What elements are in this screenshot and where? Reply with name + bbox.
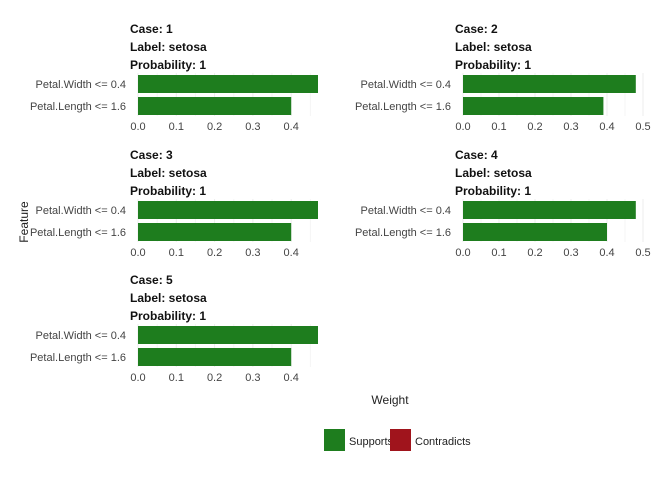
category-label: Petal.Length <= 1.6 <box>355 101 451 113</box>
x-tick-label: 0.2 <box>527 121 542 133</box>
category-label: Petal.Length <= 1.6 <box>30 227 126 239</box>
legend-label-contradicts: Contradicts <box>415 436 471 448</box>
panel-header-line-1: Case: 2 <box>455 22 498 36</box>
legend: Supports Contradicts <box>324 429 471 451</box>
bar-petal-length <box>138 97 292 115</box>
panel-header-line-2: Label: setosa <box>130 40 207 54</box>
y-axis-title: Feature <box>17 201 31 243</box>
bar-petal-width <box>138 75 318 93</box>
category-label: Petal.Width <= 0.4 <box>361 79 452 91</box>
panel-header-line-2: Label: setosa <box>455 166 532 180</box>
x-tick-label: 0.5 <box>635 247 650 259</box>
panel-header-line-2: Label: setosa <box>130 291 207 305</box>
legend-key-contradicts <box>390 429 411 451</box>
panel-header-line-3: Probability: 1 <box>130 309 206 323</box>
panel-header-line-3: Probability: 1 <box>130 184 206 198</box>
x-tick-label: 0.2 <box>207 121 222 133</box>
category-label: Petal.Width <= 0.4 <box>36 79 127 91</box>
panel-header-line-1: Case: 1 <box>130 22 173 36</box>
panel-header-line-1: Case: 4 <box>455 148 498 162</box>
x-tick-label: 0.4 <box>284 121 299 133</box>
bar-petal-length <box>138 223 292 241</box>
x-tick-label: 0.1 <box>169 372 184 384</box>
x-tick-label: 0.1 <box>169 121 184 133</box>
x-tick-label: 0.0 <box>130 121 145 133</box>
category-label: Petal.Width <= 0.4 <box>36 205 127 217</box>
x-tick-label: 0.3 <box>563 247 578 259</box>
category-label: Petal.Length <= 1.6 <box>30 352 126 364</box>
bar-petal-width <box>463 75 636 93</box>
bar-petal-width <box>138 326 318 344</box>
category-label: Petal.Length <= 1.6 <box>355 227 451 239</box>
x-tick-label: 0.3 <box>563 121 578 133</box>
x-tick-label: 0.2 <box>527 247 542 259</box>
bar-petal-width <box>138 201 318 219</box>
bar-petal-width <box>463 201 636 219</box>
x-tick-label: 0.4 <box>284 247 299 259</box>
x-tick-label: 0.4 <box>284 372 299 384</box>
x-tick-label: 0.0 <box>130 372 145 384</box>
x-tick-label: 0.1 <box>491 247 506 259</box>
panel-header-line-3: Probability: 1 <box>130 58 206 72</box>
bar-petal-length <box>463 223 607 241</box>
category-label: Petal.Length <= 1.6 <box>30 101 126 113</box>
x-tick-label: 0.5 <box>635 121 650 133</box>
x-tick-label: 0.3 <box>245 247 260 259</box>
panel-header-line-2: Label: setosa <box>455 40 532 54</box>
panel-header-line-3: Probability: 1 <box>455 58 531 72</box>
x-tick-label: 0.2 <box>207 247 222 259</box>
x-tick-label: 0.4 <box>599 247 614 259</box>
x-tick-label: 0.1 <box>491 121 506 133</box>
legend-key-supports <box>324 429 345 451</box>
panel-header-line-1: Case: 5 <box>130 273 173 287</box>
category-label: Petal.Width <= 0.4 <box>36 330 127 342</box>
x-tick-label: 0.4 <box>599 121 614 133</box>
x-axis-title: Weight <box>371 393 409 407</box>
x-tick-label: 0.3 <box>245 372 260 384</box>
x-tick-label: 0.0 <box>130 247 145 259</box>
x-tick-label: 0.0 <box>455 247 470 259</box>
bar-petal-length <box>463 97 604 115</box>
category-label: Petal.Width <= 0.4 <box>361 205 452 217</box>
x-tick-label: 0.2 <box>207 372 222 384</box>
legend-label-supports: Supports <box>349 436 394 448</box>
bar-petal-length <box>138 348 292 366</box>
x-tick-label: 0.3 <box>245 121 260 133</box>
panel-header-line-1: Case: 3 <box>130 148 173 162</box>
x-tick-label: 0.1 <box>169 247 184 259</box>
panel-header-line-2: Label: setosa <box>130 166 207 180</box>
panel-header-line-3: Probability: 1 <box>455 184 531 198</box>
x-tick-label: 0.0 <box>455 121 470 133</box>
